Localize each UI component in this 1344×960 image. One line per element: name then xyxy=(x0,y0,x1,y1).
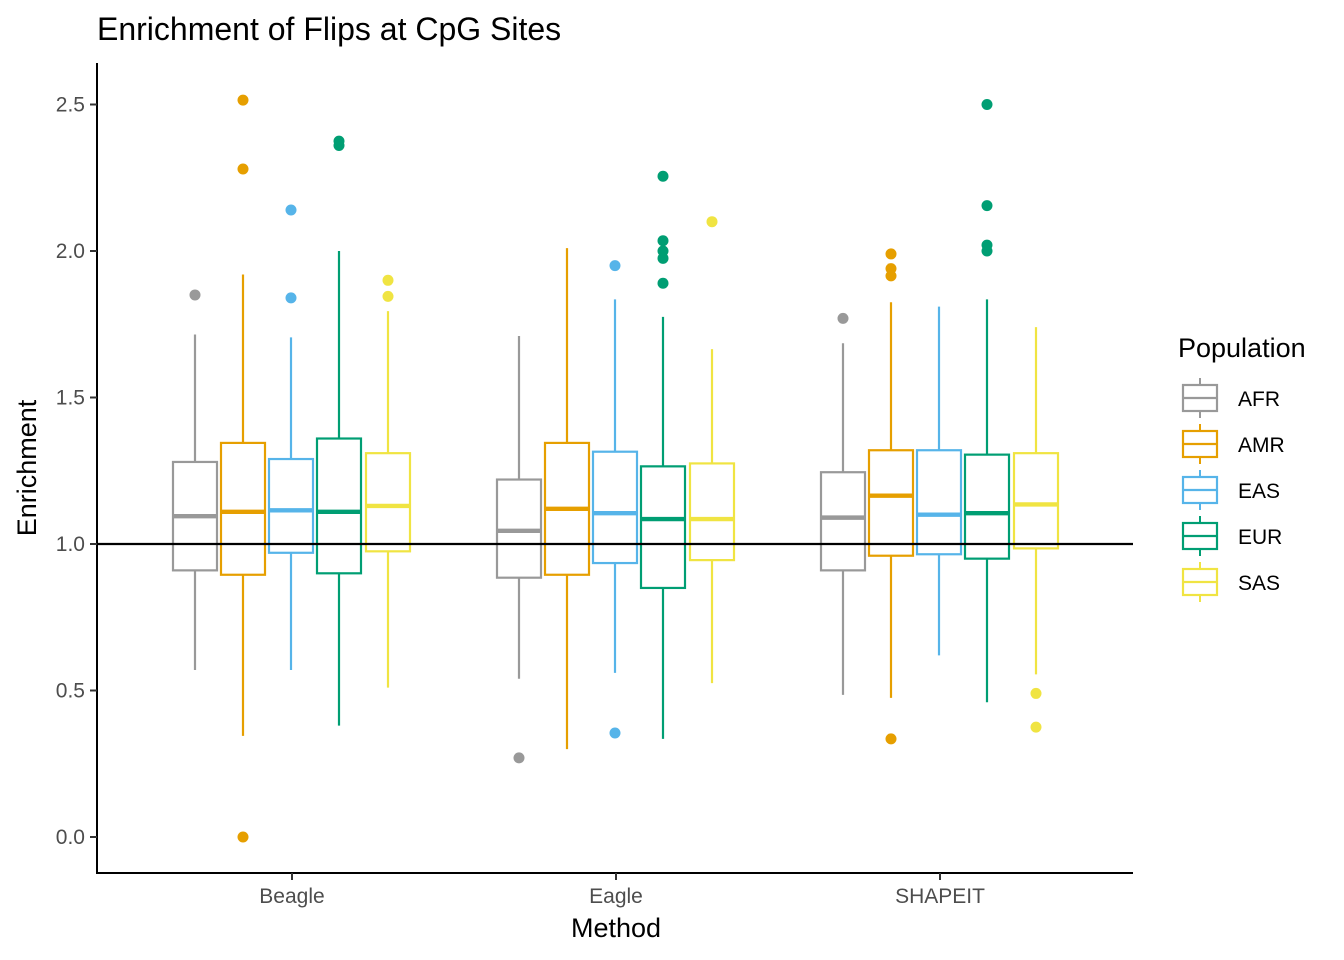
iqr-box xyxy=(819,471,867,572)
outlier-point xyxy=(237,831,249,843)
outlier-point xyxy=(885,270,897,282)
box-shapeit-amr xyxy=(867,248,915,745)
iqr-box xyxy=(364,452,412,553)
outlier-point xyxy=(981,99,993,110)
outlier-point xyxy=(1030,721,1042,733)
box-group-shapeit xyxy=(819,99,1060,745)
outlier-point xyxy=(885,733,897,745)
box-eagle-eur xyxy=(639,170,687,739)
outlier-point xyxy=(837,312,849,324)
outlier-point xyxy=(237,94,249,106)
box-group-beagle xyxy=(171,94,412,843)
outlier-point xyxy=(885,248,897,260)
outlier-point xyxy=(382,274,394,286)
iqr-box xyxy=(267,457,315,554)
outlier-point xyxy=(189,289,201,301)
x-axis-ticks: Beagle Eagle SHAPEIT xyxy=(259,873,985,908)
x-tick-label: Beagle xyxy=(259,885,324,908)
outlier-point xyxy=(1030,687,1042,699)
iqr-box xyxy=(1012,452,1060,550)
iqr-box xyxy=(963,453,1011,560)
box-shapeit-eur xyxy=(963,99,1011,703)
outlier-point xyxy=(981,245,993,257)
legend: Population AFR AMR EAS EUR SAS xyxy=(1178,333,1306,602)
outlier-point xyxy=(609,260,621,272)
iqr-box xyxy=(867,449,915,557)
outlier-point xyxy=(981,200,993,212)
y-tick-label: 1.0 xyxy=(56,533,85,556)
iqr-box xyxy=(315,437,363,575)
x-tick-label: SHAPEIT xyxy=(895,885,985,908)
y-tick-label: 2.5 xyxy=(56,94,85,117)
legend-label-amr: AMR xyxy=(1238,434,1285,457)
box-eagle-eas xyxy=(591,260,639,739)
outlier-point xyxy=(657,277,669,289)
legend-key-eas xyxy=(1181,470,1219,510)
box-beagle-eur xyxy=(315,135,363,726)
y-tick-label: 2.0 xyxy=(56,240,85,263)
iqr-box xyxy=(688,462,736,562)
box-shapeit-afr xyxy=(819,312,867,695)
outlier-point xyxy=(237,163,249,175)
outlier-point xyxy=(706,216,718,228)
y-tick-label: 0.5 xyxy=(56,680,85,703)
y-tick-label: 0.0 xyxy=(56,826,85,849)
iqr-box xyxy=(639,465,687,590)
iqr-box xyxy=(219,441,267,576)
outlier-point xyxy=(285,292,297,304)
legend-title: Population xyxy=(1178,333,1306,363)
y-axis-ticks: 0.0 0.5 1.0 1.5 2.0 2.5 xyxy=(56,94,97,849)
legend-key-eur xyxy=(1181,516,1219,556)
outlier-point xyxy=(609,727,621,739)
box-eagle-afr xyxy=(495,335,543,764)
box-beagle-amr xyxy=(219,94,267,843)
legend-label-eas: EAS xyxy=(1238,480,1280,503)
legend-key-sas xyxy=(1181,562,1219,602)
box-shapeit-eas xyxy=(915,306,963,656)
box-eagle-sas xyxy=(688,216,736,684)
box-beagle-sas xyxy=(364,274,412,688)
box-beagle-eas xyxy=(267,204,315,670)
outlier-point xyxy=(657,235,669,247)
chart-title: Enrichment of Flips at CpG Sites xyxy=(97,11,561,47)
outlier-point xyxy=(382,290,394,302)
iqr-box xyxy=(591,450,639,565)
x-axis-title: Method xyxy=(571,913,661,943)
outlier-point xyxy=(333,140,345,152)
box-eagle-amr xyxy=(543,248,591,750)
outlier-point xyxy=(285,204,297,216)
legend-label-eur: EUR xyxy=(1238,526,1282,549)
legend-key-amr xyxy=(1181,424,1219,464)
iqr-box xyxy=(915,449,963,556)
y-axis-title: Enrichment xyxy=(12,399,42,536)
plot-area xyxy=(97,94,1133,843)
box-shapeit-sas xyxy=(1012,327,1060,733)
legend-label-afr: AFR xyxy=(1238,388,1280,411)
legend-label-sas: SAS xyxy=(1238,572,1280,595)
x-tick-label: Eagle xyxy=(589,885,643,908)
outlier-point xyxy=(657,170,669,182)
y-tick-label: 1.5 xyxy=(56,387,85,410)
outlier-point xyxy=(657,252,669,264)
legend-key-afr xyxy=(1181,378,1219,418)
outlier-point xyxy=(513,752,525,764)
box-group-eagle xyxy=(495,170,736,764)
box-beagle-afr xyxy=(171,289,219,670)
